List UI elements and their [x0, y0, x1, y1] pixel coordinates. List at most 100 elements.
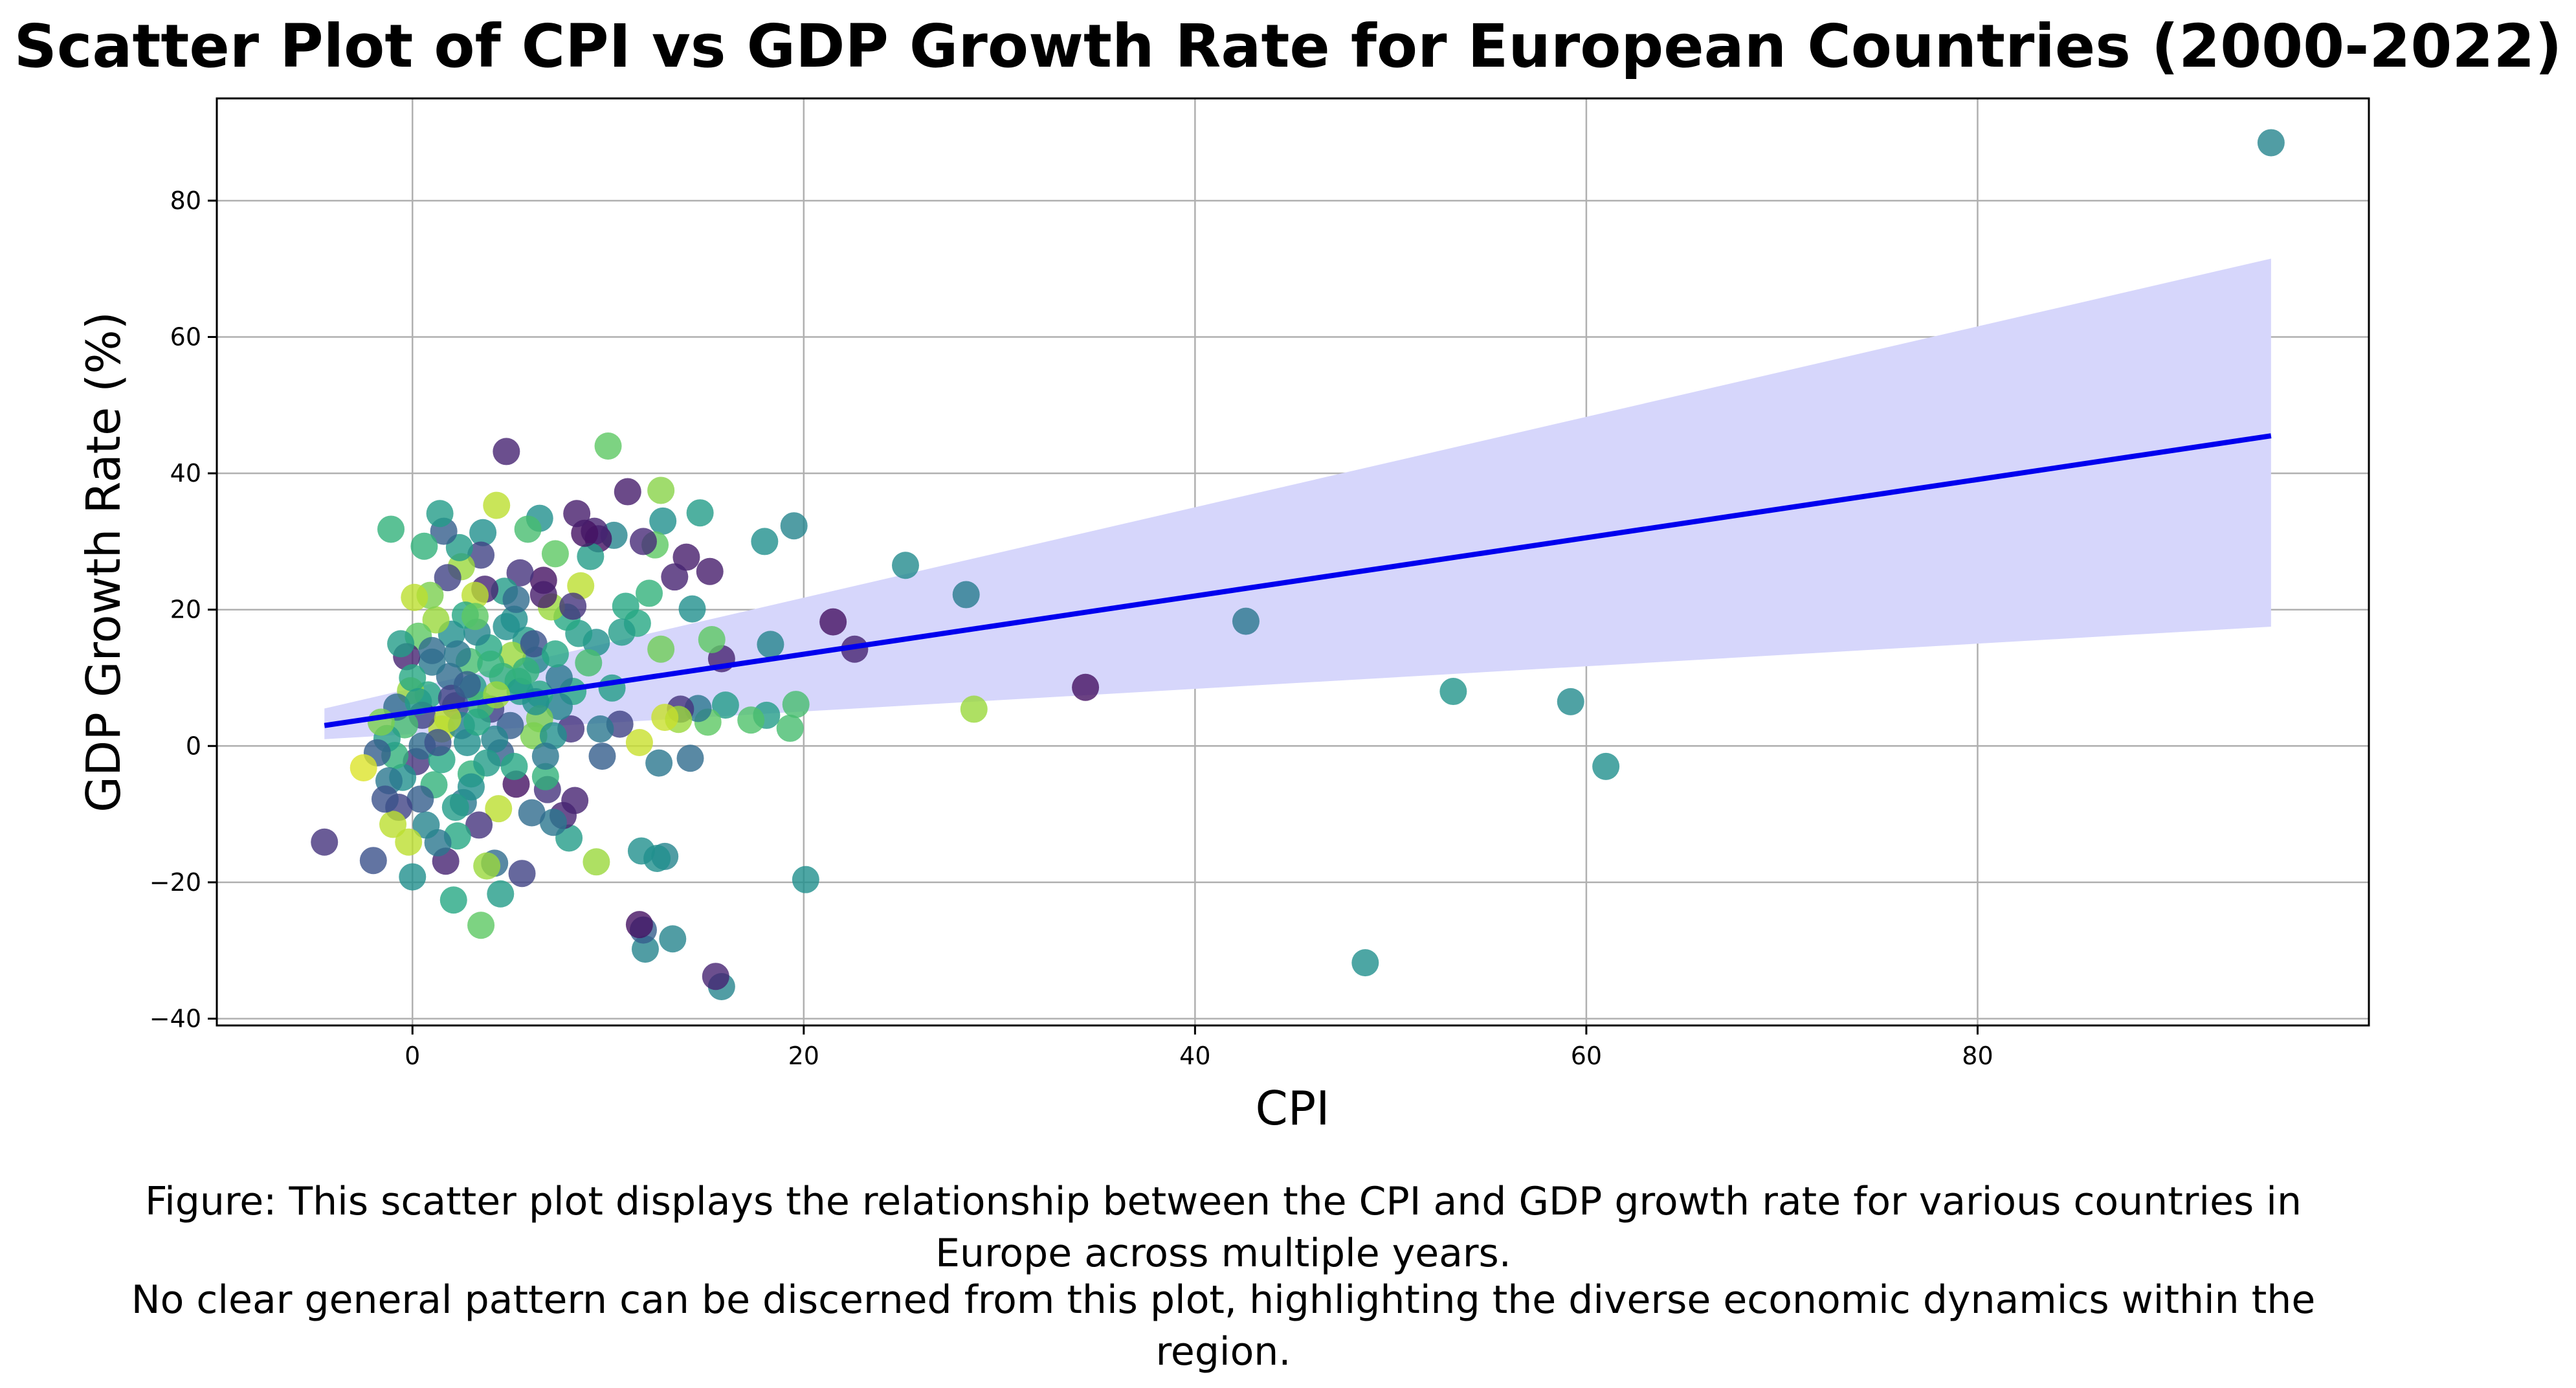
- scatter-point: [514, 515, 542, 543]
- scatter-point: [586, 715, 614, 743]
- points-layer: [311, 129, 2285, 1000]
- scatter-point: [1232, 607, 1260, 635]
- scatter-point: [539, 722, 567, 750]
- scatter-point: [379, 811, 407, 838]
- scatter-point: [780, 512, 808, 540]
- scatter-point: [401, 583, 428, 611]
- scatter-point: [311, 828, 339, 856]
- scatter-point: [506, 559, 534, 587]
- scatter-point: [483, 681, 511, 709]
- scatter-point: [406, 785, 434, 813]
- y-axis-ticks: −40 −20 0 20 40 60 80: [150, 186, 217, 1033]
- scatter-point: [594, 432, 622, 460]
- scatter-point: [461, 603, 489, 631]
- scatter-point: [608, 618, 636, 646]
- scatter-point: [647, 635, 675, 663]
- chart-title: Scatter Plot of CPI vs GDP Growth Rate f…: [14, 12, 2562, 81]
- scatter-point: [757, 631, 784, 658]
- scatter-point: [702, 963, 729, 991]
- scatter-point: [441, 794, 469, 822]
- scatter-point: [698, 626, 726, 654]
- scatter-point: [1592, 752, 1620, 780]
- scatter-point: [1557, 688, 1584, 715]
- scatter-point: [387, 630, 415, 658]
- scatter-point: [434, 564, 461, 592]
- confidence-band: [324, 258, 2271, 739]
- scatter-point: [443, 640, 471, 668]
- regression-line: [324, 433, 2272, 728]
- y-axis-label: GDP Growth Rate (%): [76, 311, 131, 812]
- scatter-point: [473, 749, 501, 777]
- scatter-point: [645, 749, 673, 777]
- scatter-point: [567, 572, 595, 599]
- scatter-point: [629, 528, 657, 555]
- plot-frame: [216, 97, 2370, 1027]
- scatter-point: [439, 886, 467, 914]
- scatter-point: [367, 708, 395, 736]
- scatter-point: [467, 541, 495, 569]
- scatter-point: [647, 476, 675, 504]
- scatter-point: [493, 613, 520, 641]
- scatter-point: [588, 743, 616, 770]
- scatter-point: [520, 630, 548, 658]
- caption-line-3: No clear general pattern can be discerne…: [131, 1277, 2316, 1323]
- scatter-point: [529, 581, 557, 609]
- caption-line-4: region.: [1155, 1329, 1291, 1374]
- scatter-point: [678, 595, 706, 623]
- scatter-point: [559, 592, 587, 620]
- x-tick-label: 0: [405, 1042, 420, 1070]
- scatter-point: [1439, 678, 1467, 706]
- scatter-point: [518, 799, 546, 827]
- scatter-point: [614, 478, 641, 506]
- scatter-point: [410, 532, 438, 560]
- scatter-point: [395, 828, 423, 856]
- scatter-point: [483, 491, 511, 519]
- scatter-point: [545, 693, 573, 721]
- x-axis-ticks: 0 20 40 60 80: [405, 1025, 1993, 1070]
- y-tick-label: 40: [170, 459, 201, 487]
- scatter-point: [2257, 129, 2285, 157]
- scatter-point: [359, 847, 387, 875]
- scatter-point: [649, 507, 677, 535]
- scatter-point: [751, 528, 779, 555]
- regression-line-layer: [324, 433, 2272, 728]
- scatter-point: [508, 860, 536, 888]
- scatter-point: [960, 695, 988, 723]
- scatter-point: [612, 592, 639, 620]
- scatter-point: [661, 563, 689, 591]
- x-tick-label: 40: [1179, 1042, 1210, 1070]
- scatter-point: [598, 674, 626, 702]
- y-tick-label: 60: [170, 323, 201, 352]
- scatter-point: [627, 837, 655, 865]
- scatter-point: [1351, 949, 1379, 977]
- scatter-point: [371, 785, 399, 813]
- scatter-point: [531, 743, 559, 770]
- scatter-point: [575, 649, 603, 677]
- scatter-point: [424, 729, 452, 757]
- x-tick-label: 60: [1571, 1042, 1602, 1070]
- scatter-point: [512, 657, 540, 685]
- scatter-point: [412, 811, 440, 839]
- scatter-point: [350, 754, 377, 781]
- y-tick-label: −20: [150, 868, 201, 897]
- y-tick-label: −40: [150, 1004, 201, 1033]
- scatter-point: [399, 664, 427, 691]
- scatter-point: [426, 500, 454, 528]
- scatter-point: [625, 729, 653, 757]
- scatter-point: [493, 438, 520, 465]
- scatter-point: [541, 640, 569, 668]
- scatter-point: [453, 671, 481, 699]
- scatter-point: [485, 795, 513, 823]
- scatter-point: [545, 664, 573, 691]
- scatter-point: [583, 848, 610, 876]
- scatter-point: [636, 579, 663, 607]
- scatter-point: [539, 809, 567, 836]
- caption-line-1: Figure: This scatter plot displays the r…: [144, 1179, 2302, 1224]
- scatter-point: [952, 581, 980, 609]
- scatter-point: [686, 499, 714, 527]
- scatter-point: [651, 704, 679, 732]
- scatter-point: [737, 706, 765, 734]
- scatter-point: [469, 519, 497, 546]
- confidence-band-layer: [324, 258, 2271, 739]
